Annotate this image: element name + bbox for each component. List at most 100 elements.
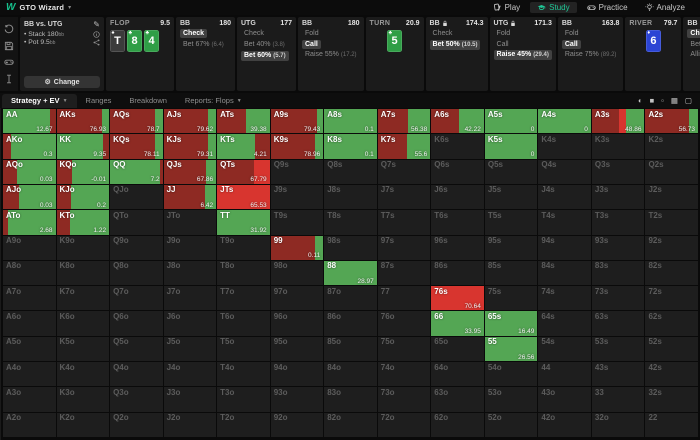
- hand-cell-Q7o[interactable]: Q7o: [110, 286, 163, 311]
- hand-cell-85o[interactable]: 85o: [324, 336, 377, 362]
- hand-cell-63s[interactable]: 63s: [591, 311, 645, 336]
- nav-tab-study[interactable]: Study: [530, 2, 577, 13]
- hand-cell-42o[interactable]: 42o: [538, 412, 591, 437]
- hand-cell-75s[interactable]: 75s: [484, 286, 538, 311]
- hand-cell-A8s[interactable]: A8s 0.1: [324, 109, 377, 134]
- hand-cell-32s[interactable]: 32s: [645, 387, 698, 412]
- board-card-8-club[interactable]: ♣ 8: [127, 30, 142, 52]
- hand-cell-94s[interactable]: 94s: [538, 235, 591, 260]
- tab-reports-flops[interactable]: Reports: Flops ▼: [184, 96, 242, 105]
- hand-cell-Q3s[interactable]: Q3s: [591, 159, 645, 184]
- hand-cell-T8o[interactable]: T8o: [217, 260, 270, 286]
- hand-cell-JJ[interactable]: JJ 6.42: [163, 184, 217, 210]
- hand-cell-J7o[interactable]: J7o: [163, 286, 217, 311]
- hand-cell-J3s[interactable]: J3s: [591, 184, 645, 210]
- hand-cell-55[interactable]: 55 26.56: [484, 336, 538, 362]
- hand-cell-KTo[interactable]: KTo 1.22: [56, 210, 110, 235]
- hand-cell-Q7s[interactable]: Q7s: [377, 159, 431, 184]
- save-icon[interactable]: [4, 41, 14, 51]
- hand-cell-65o[interactable]: 65o: [431, 336, 484, 362]
- hand-cell-86s[interactable]: 86s: [431, 260, 484, 286]
- hand-cell-84s[interactable]: 84s: [538, 260, 591, 286]
- hand-cell-K4s[interactable]: K4s: [538, 134, 591, 159]
- hand-cell-A7o[interactable]: A7o: [3, 286, 56, 311]
- hand-cell-87s[interactable]: 87s: [377, 260, 431, 286]
- hand-cell-76o[interactable]: 76o: [377, 311, 431, 336]
- action-option-call[interactable]: Call: [302, 39, 321, 49]
- hand-cell-AJs[interactable]: AJs 79.62: [163, 109, 217, 134]
- hand-cell-KQo[interactable]: KQo -0.01: [56, 159, 110, 184]
- hand-cell-J5s[interactable]: J5s: [484, 184, 538, 210]
- hand-cell-82s[interactable]: 82s: [645, 260, 698, 286]
- hand-cell-64s[interactable]: 64s: [538, 311, 591, 336]
- app-brand[interactable]: W GTO Wizard ▾: [6, 2, 71, 13]
- hand-cell-76s[interactable]: 76s 70.64: [431, 286, 484, 311]
- info-icon[interactable]: [93, 30, 100, 38]
- action-option-bet-50-[interactable]: Bet 50% (10.5): [429, 39, 481, 50]
- hand-cell-87o[interactable]: 87o: [324, 286, 377, 311]
- hand-cell-J2s[interactable]: J2s: [645, 184, 698, 210]
- outline-square-view-icon[interactable]: ▢: [684, 96, 692, 105]
- hand-cell-52o[interactable]: 52o: [484, 412, 538, 437]
- hand-cell-96s[interactable]: 96s: [431, 235, 484, 260]
- board-card-6-diamond[interactable]: ♦ 6: [645, 30, 661, 52]
- action-option-raise-45-[interactable]: Raise 45% (29.4): [493, 50, 552, 60]
- hand-cell-73o[interactable]: 73o: [377, 387, 431, 412]
- hand-cell-44[interactable]: 44: [538, 362, 591, 387]
- hand-cell-62o[interactable]: 62o: [431, 412, 484, 437]
- action-option-bet-40-[interactable]: Bet 40% (3.8): [244, 40, 285, 48]
- hand-cell-J4o[interactable]: J4o: [163, 362, 217, 387]
- hand-cell-J2o[interactable]: J2o: [163, 412, 217, 437]
- hand-cell-A6s[interactable]: A6s 42.22: [431, 109, 484, 134]
- hand-cell-92s[interactable]: 92s: [645, 235, 698, 260]
- hand-cell-A2s[interactable]: A2s 56.73: [645, 109, 698, 134]
- hand-cell-T8s[interactable]: T8s: [324, 210, 377, 235]
- action-option-call[interactable]: Call: [496, 40, 509, 48]
- hand-cell-T3o[interactable]: T3o: [217, 387, 270, 412]
- action-option-bet-67-[interactable]: Bet 67% (6.4): [183, 40, 224, 48]
- hand-cell-Q9o[interactable]: Q9o: [110, 235, 163, 260]
- hand-cell-Q6o[interactable]: Q6o: [110, 311, 163, 336]
- action-option-check[interactable]: Check: [687, 29, 700, 38]
- hand-cell-96o[interactable]: 96o: [270, 311, 324, 336]
- hand-cell-72s[interactable]: 72s: [645, 286, 698, 311]
- hand-cell-AJo[interactable]: AJo 0.03: [3, 184, 56, 210]
- hand-cell-K6s[interactable]: K6s: [431, 134, 484, 159]
- hand-cell-K5s[interactable]: K5s 0: [484, 134, 538, 159]
- hand-cell-AA[interactable]: AA 12.67: [3, 109, 56, 134]
- hand-cell-54o[interactable]: 54o: [484, 362, 538, 387]
- tab-strategy-ev[interactable]: Strategy + EV ▼: [2, 94, 77, 108]
- hand-cell-83s[interactable]: 83s: [591, 260, 645, 286]
- hand-cell-A3o[interactable]: A3o: [3, 387, 56, 412]
- hand-cell-82o[interactable]: 82o: [324, 412, 377, 437]
- hand-cell-A9s[interactable]: A9s 79.43: [270, 109, 324, 134]
- hand-cell-J6o[interactable]: J6o: [163, 311, 217, 336]
- hand-cell-T9o[interactable]: T9o: [217, 235, 270, 260]
- hand-cell-A8o[interactable]: A8o: [3, 260, 56, 286]
- action-option-call[interactable]: Call: [561, 39, 581, 49]
- nav-tab-play[interactable]: Play: [486, 2, 528, 13]
- share-icon[interactable]: [93, 39, 100, 46]
- hand-cell-Q5s[interactable]: Q5s: [484, 159, 538, 184]
- hand-cell-Q6s[interactable]: Q6s: [431, 159, 484, 184]
- hand-cell-QJo[interactable]: QJo: [110, 184, 163, 210]
- hand-cell-43o[interactable]: 43o: [538, 387, 591, 412]
- hand-cell-J4s[interactable]: J4s: [538, 184, 591, 210]
- hand-cell-T3s[interactable]: T3s: [591, 210, 645, 235]
- hand-cell-Q5o[interactable]: Q5o: [110, 336, 163, 362]
- hand-cell-84o[interactable]: 84o: [324, 362, 377, 387]
- hand-cell-JTo[interactable]: JTo: [163, 210, 217, 235]
- hand-cell-95s[interactable]: 95s: [484, 235, 538, 260]
- hand-cell-99[interactable]: 99 0.11: [270, 235, 324, 260]
- grid-view-icon[interactable]: ▦: [670, 96, 678, 105]
- hand-cell-QTo[interactable]: QTo: [110, 210, 163, 235]
- hand-cell-QJs[interactable]: QJs 67.86: [163, 159, 217, 184]
- hand-cell-88[interactable]: 88 28.97: [324, 260, 377, 286]
- hand-cell-A4s[interactable]: A4s 0: [538, 109, 591, 134]
- hand-cell-75o[interactable]: 75o: [377, 336, 431, 362]
- hand-cell-98o[interactable]: 98o: [270, 260, 324, 286]
- hand-cell-33[interactable]: 33: [591, 387, 645, 412]
- change-button[interactable]: ⚙ Change: [24, 76, 100, 88]
- hand-cell-74s[interactable]: 74s: [538, 286, 591, 311]
- hand-cell-77[interactable]: 77: [377, 286, 431, 311]
